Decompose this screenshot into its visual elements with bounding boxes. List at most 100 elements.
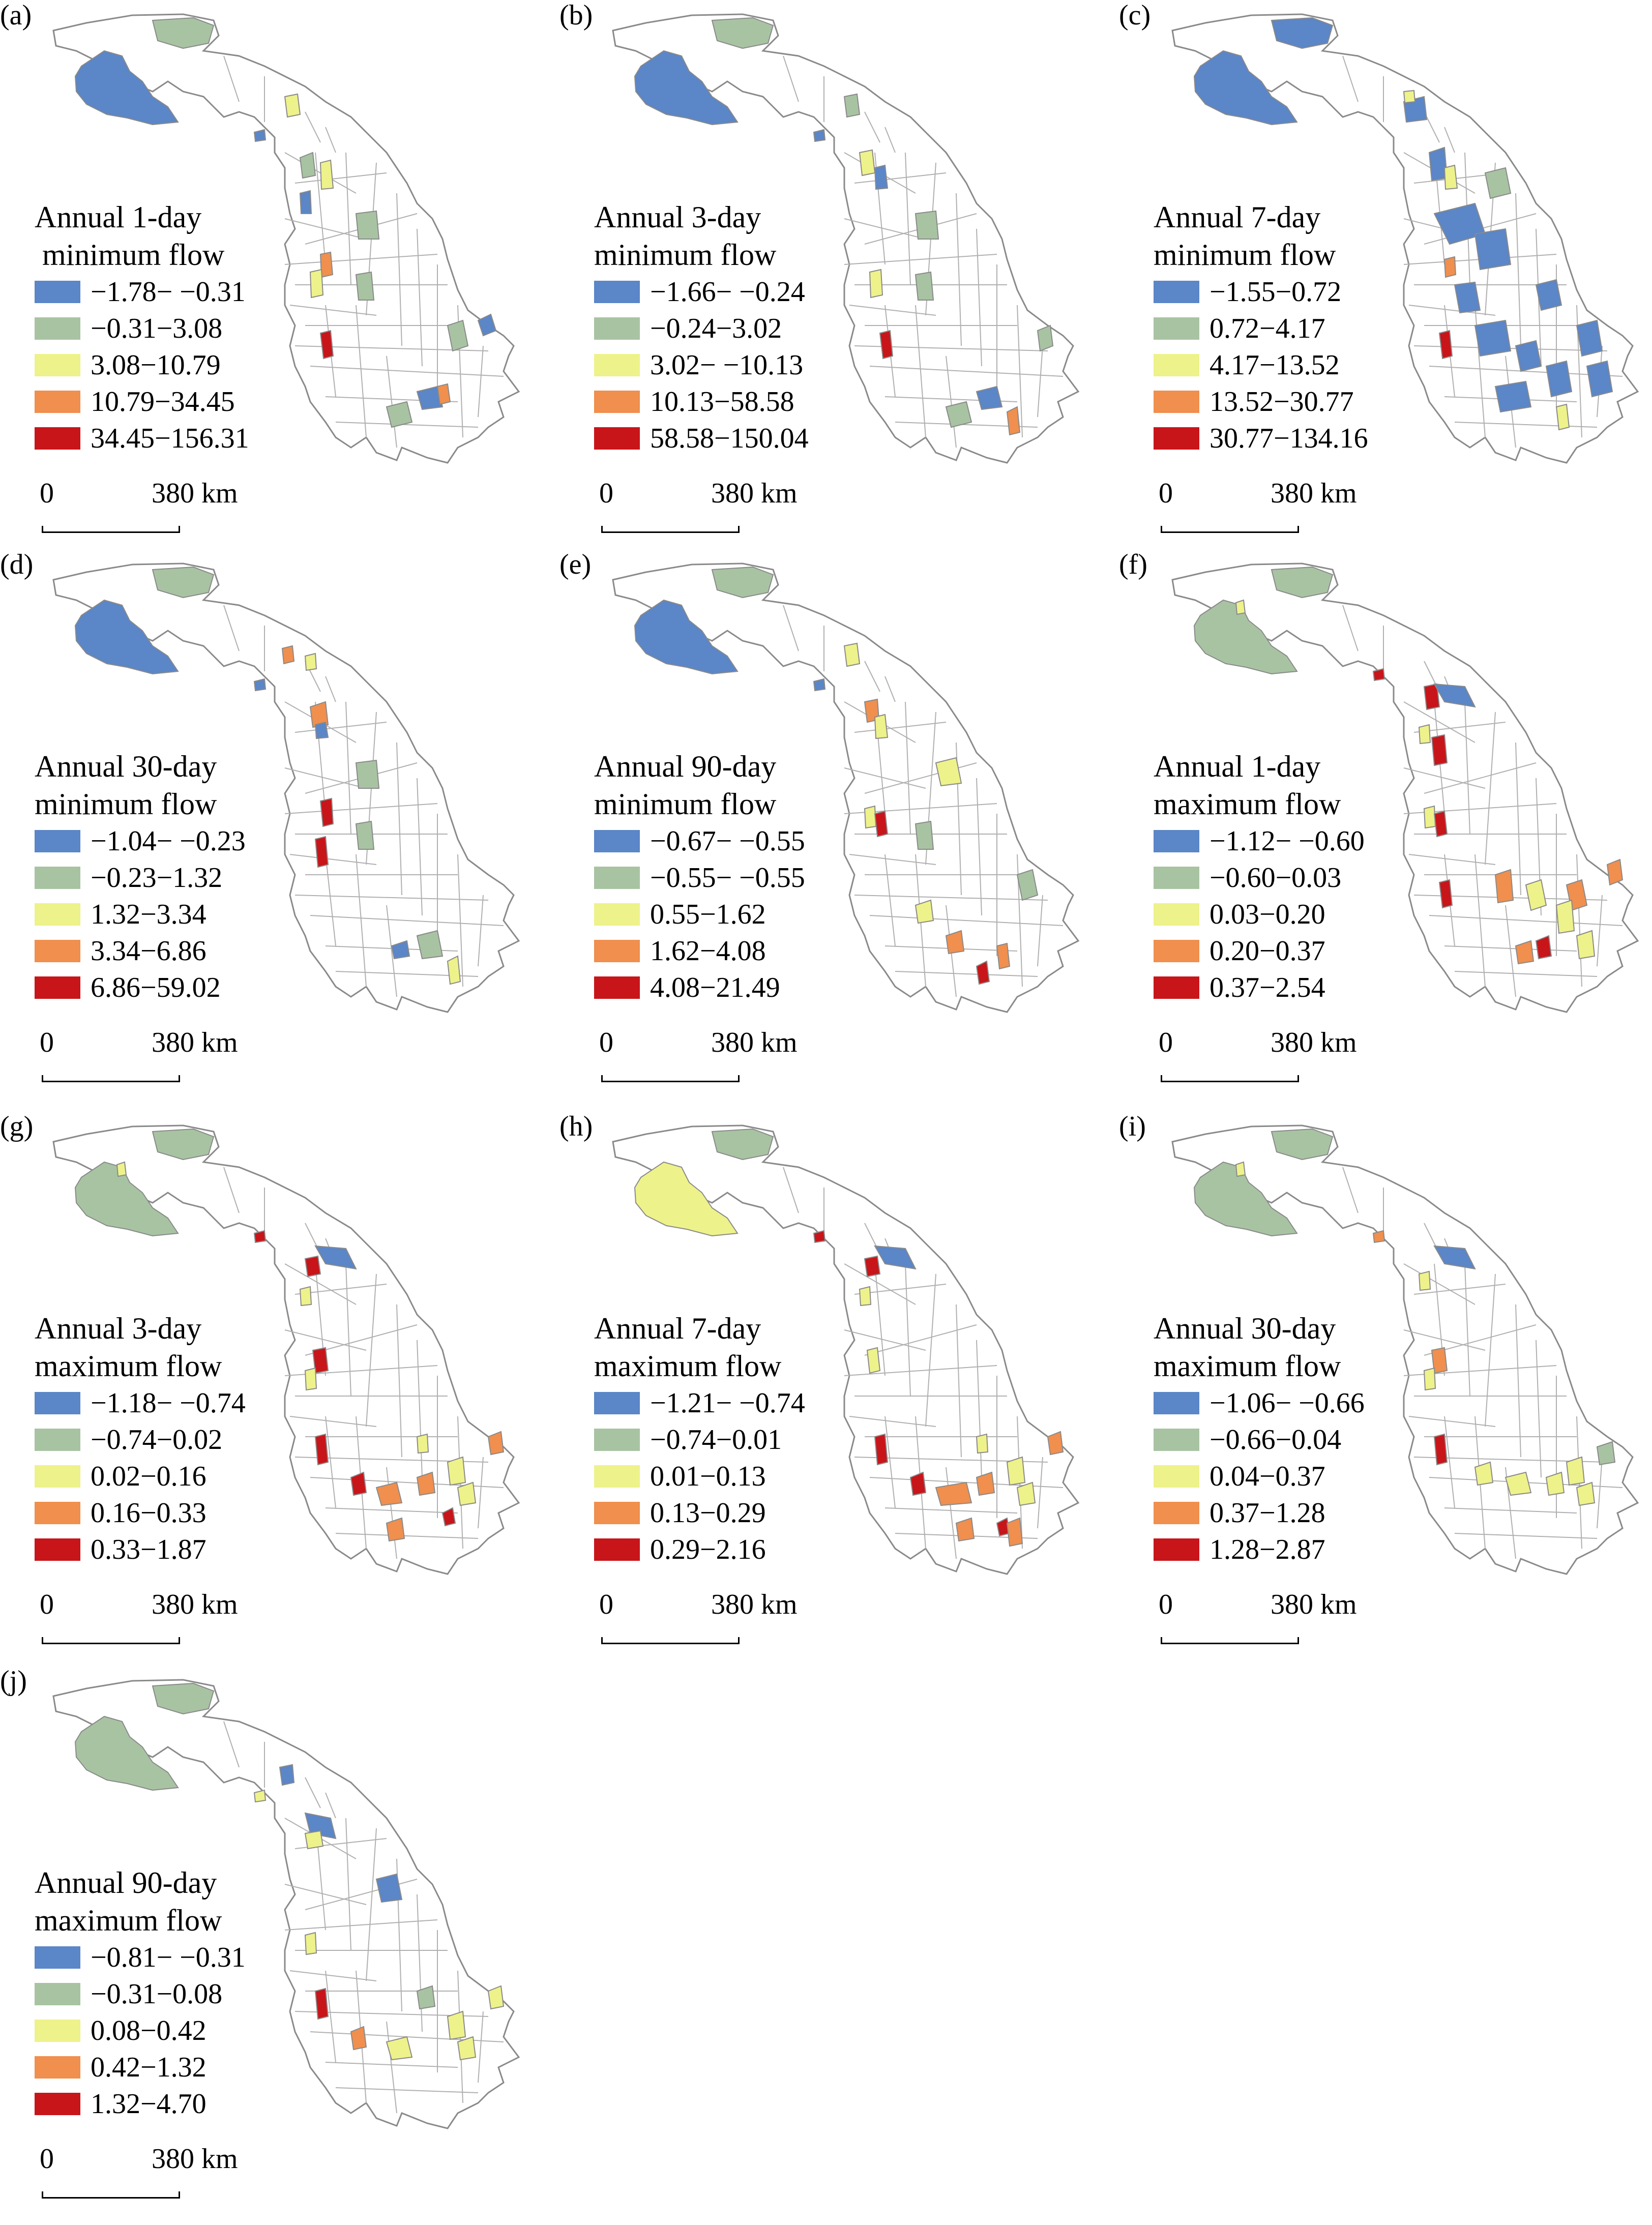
basin-map: [612, 562, 1080, 1013]
scale-zero-label: 0: [40, 478, 54, 509]
legend-title-line: Annual 1-day: [35, 200, 202, 234]
subbasin-boundary: [1505, 905, 1516, 997]
basin-outline: [52, 13, 520, 464]
scale-max-label: 380 km: [152, 2143, 238, 2175]
legend-title: Annual 90-day minimum flow: [594, 748, 776, 823]
subbasin-class-1: [813, 129, 826, 142]
legend-entry: 0.13−0.29: [594, 1495, 805, 1531]
subbasin-class-3: [1235, 1161, 1246, 1177]
legend-title-line: Annual 90-day: [35, 1866, 217, 1900]
scale-line: [601, 1637, 740, 1644]
scale-bar: 0 380 km: [599, 1026, 798, 1087]
subbasin-class-5: [314, 836, 329, 868]
legend-title-line: Annual 3-day: [35, 1312, 202, 1345]
subbasin-class-4: [1494, 869, 1514, 904]
legend-range-label: 0.01−0.13: [650, 1461, 766, 1492]
subbasin-class-4: [375, 1481, 403, 1506]
subbasin-boundary: [289, 1970, 377, 1981]
legend-range-label: 0.72−4.17: [1210, 313, 1325, 344]
scale-zero-label: 0: [599, 1027, 613, 1058]
subbasin-boundary: [335, 1533, 479, 1539]
subbasin-boundary: [325, 854, 336, 946]
legend-range-label: 0.33−1.87: [91, 1534, 206, 1565]
legend-swatch: [594, 391, 640, 413]
legend-entry: 0.29−2.16: [594, 1531, 805, 1568]
legend-entry: −1.04− −0.23: [35, 823, 246, 859]
legend-swatch: [1154, 427, 1199, 450]
legend-swatch: [35, 903, 80, 926]
subbasin-class-3: [1576, 930, 1596, 960]
subbasin-class-1: [375, 1873, 403, 1903]
subbasin-class-1: [1494, 380, 1532, 413]
subbasin-class-4: [309, 701, 329, 728]
scale-bar: 0 380 km: [1159, 1588, 1357, 1649]
legend-range-label: −1.06− −0.66: [1210, 1387, 1365, 1419]
map-panel-h: (h) Annual 7-day maximum flow −1.21− −0.74−…: [559, 1111, 1114, 1671]
subbasin-boundary: [1515, 1304, 1521, 1458]
legend-entry: 6.86−59.02: [35, 969, 246, 1006]
scale-bar: 0 380 km: [40, 2143, 238, 2204]
subbasin-class-2: [152, 1128, 215, 1161]
basin-map: [612, 13, 1080, 464]
legend-swatch: [1154, 940, 1199, 962]
subbasin-boundary: [884, 854, 896, 946]
subbasin-boundary: [1342, 605, 1359, 651]
subbasin-class-3: [1555, 403, 1570, 431]
subbasin-class-3: [309, 269, 324, 299]
legend-entry: 58.58−150.04: [594, 420, 809, 457]
legend-range-label: 34.45−156.31: [91, 423, 249, 454]
legend-range-label: −0.66−0.04: [1210, 1424, 1342, 1456]
subbasin-class-3: [487, 1985, 505, 2010]
map-panel-i: (i) Annual 30-day maximum flow −1.06− −0.66…: [1119, 1111, 1652, 1671]
subbasin-class-4: [487, 1431, 505, 1456]
legend-entry: −0.31−3.08: [35, 310, 249, 347]
subbasin-class-1: [1515, 340, 1542, 372]
legend-range-label: 0.16−0.33: [91, 1497, 206, 1529]
subbasin-class-4: [350, 2026, 367, 2051]
subbasin-boundary: [844, 767, 926, 789]
legend-title: Annual 3-day maximum flow: [35, 1310, 222, 1385]
legend-title-line: Annual 1-day: [1154, 750, 1321, 783]
legend-entry: 4.17−13.52: [1154, 347, 1368, 383]
subbasin-boundary: [976, 228, 982, 367]
legend-entry: 1.62−4.08: [594, 933, 805, 969]
subbasin-boundary: [284, 1919, 438, 1931]
legend: −0.81− −0.31 −0.31−0.08 0.08−0.42 0.42−1.32…: [35, 1939, 246, 2122]
scale-max-label: 380 km: [1271, 1027, 1357, 1058]
panel-label: (f): [1119, 549, 1147, 580]
subbasin-boundary: [869, 915, 1064, 926]
subbasin-class-3: [304, 652, 317, 671]
legend-range-label: −1.04− −0.23: [91, 825, 246, 857]
legend-swatch: [35, 867, 80, 889]
subbasin-class-3: [1555, 899, 1575, 934]
scale-line: [1161, 1075, 1299, 1082]
subbasin-class-5: [813, 1230, 826, 1243]
legend-swatch: [1154, 391, 1199, 413]
legend-swatch: [1154, 1429, 1199, 1451]
legend-entry: 3.08−10.79: [35, 347, 249, 383]
scale-bar: 0 380 km: [599, 1588, 798, 1649]
subbasin-boundary: [345, 701, 351, 835]
subbasin-class-5: [441, 1507, 456, 1527]
subbasin-boundary: [844, 1365, 997, 1376]
subbasin-boundary: [854, 895, 1048, 901]
legend-title-line: minimum flow: [35, 238, 225, 272]
subbasin-class-4: [319, 251, 334, 278]
subbasin-boundary: [956, 193, 962, 346]
legend-title-line: Annual 90-day: [594, 750, 777, 783]
scale-line: [42, 526, 180, 533]
subbasin-class-4: [1006, 1517, 1023, 1547]
subbasin-boundary: [284, 254, 438, 265]
subbasin-boundary: [1597, 895, 1603, 967]
map-panel-f: (f) Annual 1-day maximum flow −1.12− −0.60−…: [1119, 549, 1652, 1109]
legend-range-label: 0.13−0.29: [650, 1497, 766, 1529]
panel-label: (j): [0, 1665, 27, 1697]
legend-swatch: [35, 2020, 80, 2042]
subbasin-boundary: [844, 254, 997, 265]
legend-entry: −1.78− −0.31: [35, 274, 249, 310]
legend-swatch: [35, 1429, 80, 1451]
legend-entry: −1.18− −0.74: [35, 1385, 246, 1421]
subbasin-boundary: [884, 127, 896, 153]
subbasin-boundary: [1037, 345, 1043, 418]
subbasin-boundary: [335, 2087, 479, 2093]
